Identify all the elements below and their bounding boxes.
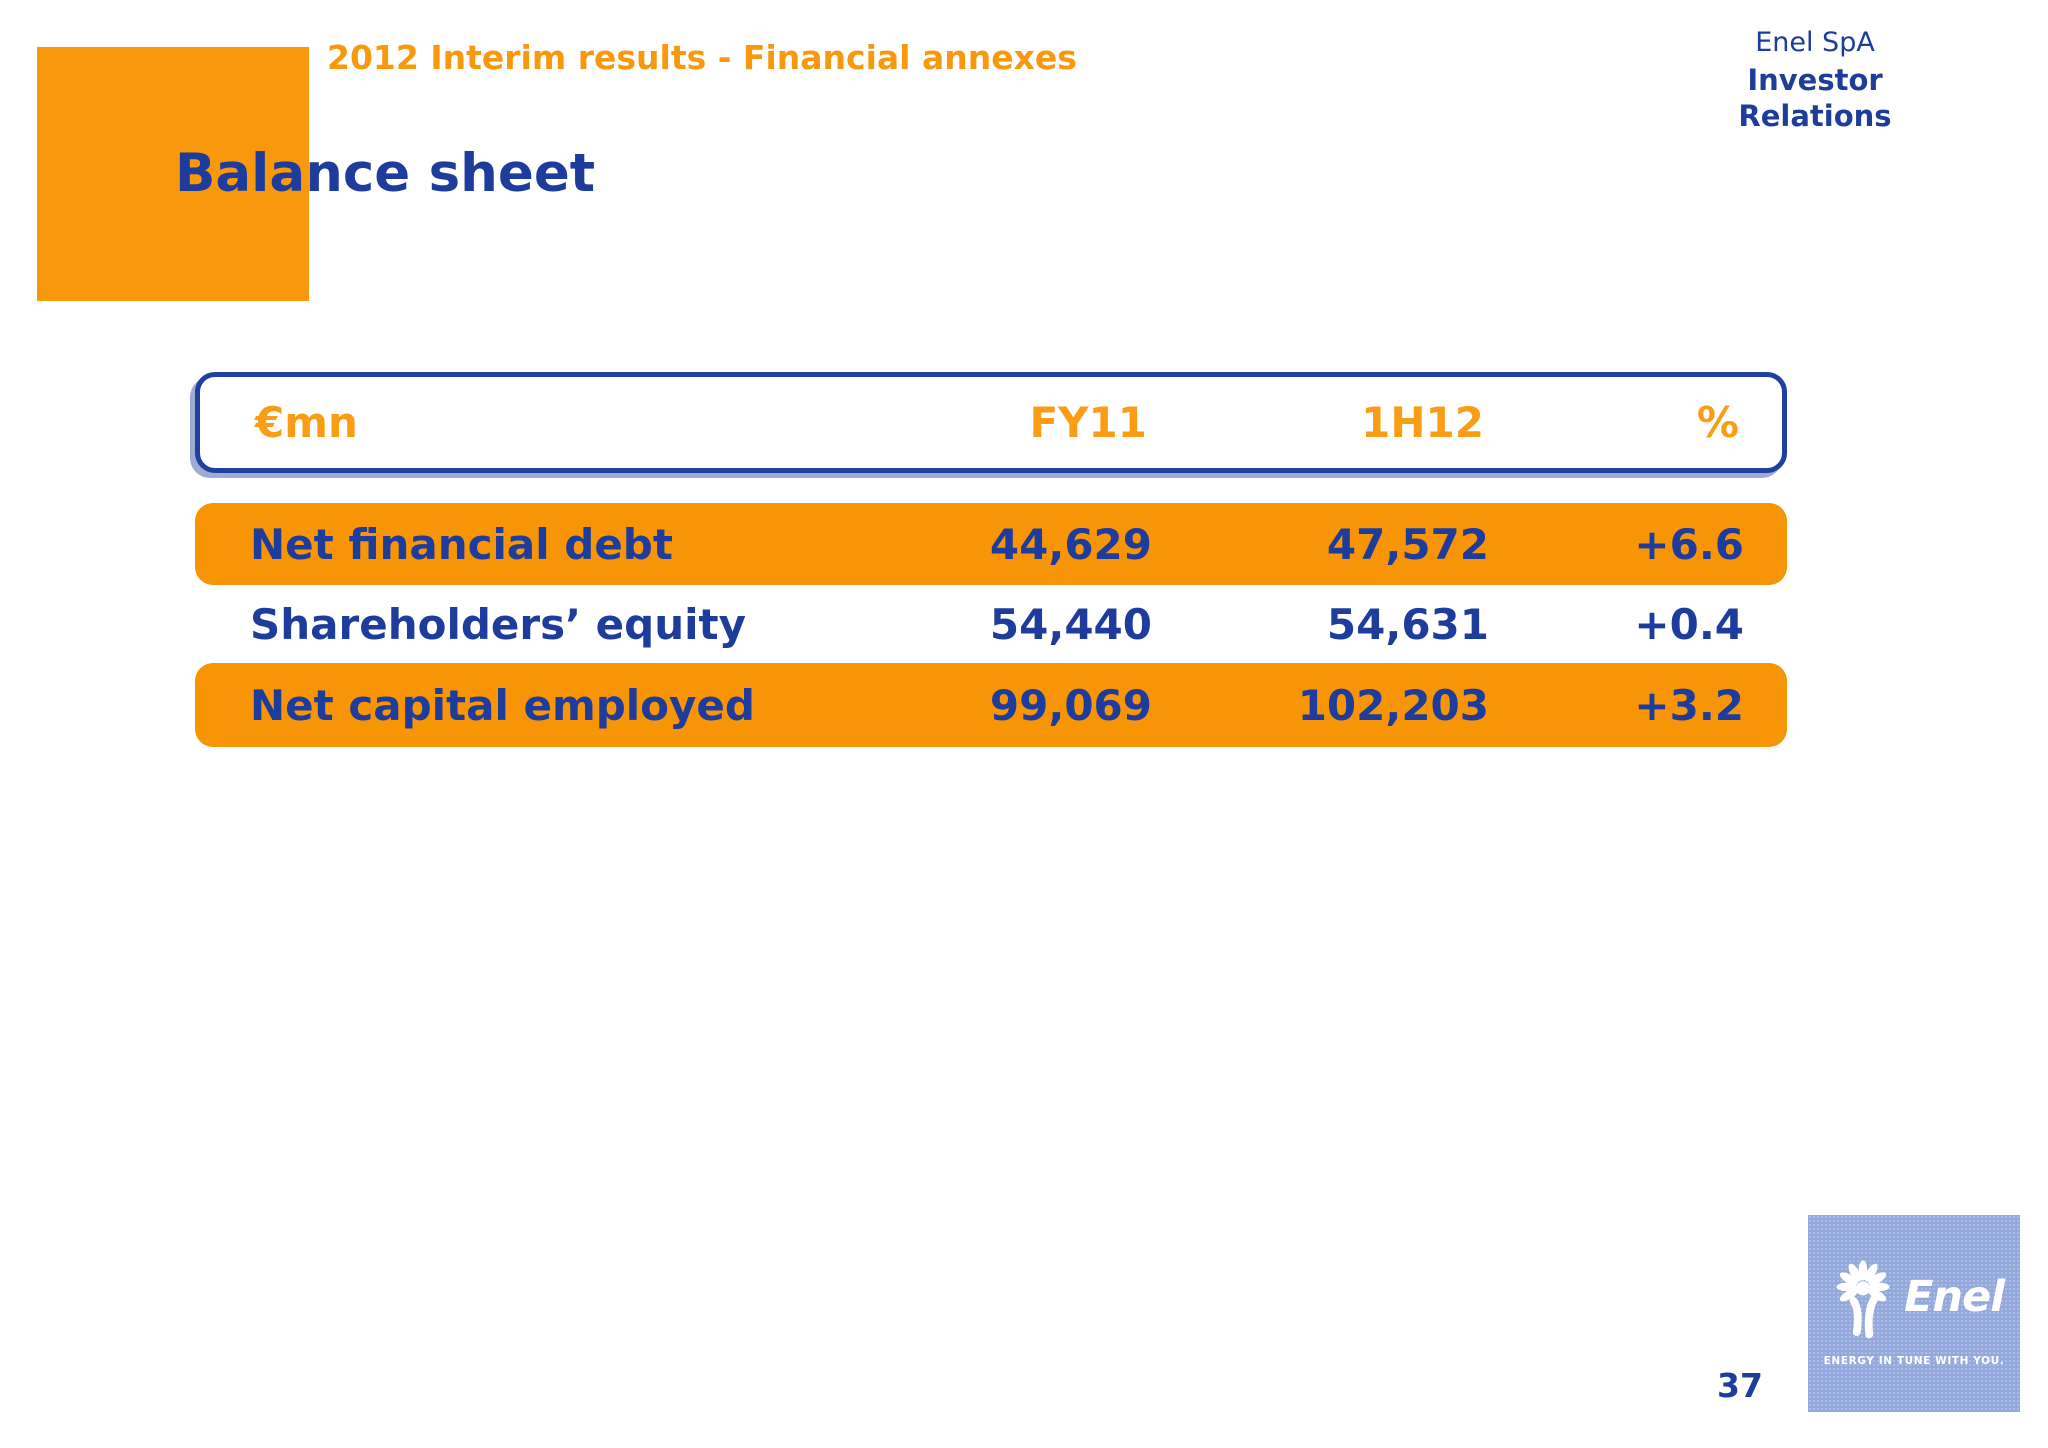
row-label: Net financial debt [250,519,673,569]
table-row: Net capital employed 99,069 102,203 +3.2 [195,663,1787,747]
row-label: Shareholders’ equity [250,599,746,649]
row-value-1h12: 102,203 [1297,680,1489,730]
row-value-1h12: 54,631 [1326,599,1489,649]
company-name: Enel SpA [1755,27,1875,58]
corner-block: Enel SpA Investor Relations [1675,26,1955,134]
column-header-1h12: 1H12 [1361,398,1484,447]
table-row: Shareholders’ equity 54,440 54,631 +0.4 [195,585,1787,663]
row-value-fy11: 54,440 [989,599,1152,649]
column-header-unit: €mn [255,398,358,447]
brand-square [37,47,309,301]
enel-tagline: ENERGY IN TUNE WITH YOU. [1823,1355,2005,1367]
row-value-pct: +3.2 [1634,680,1744,730]
department-name: Investor Relations [1738,63,1892,133]
table-header: €mn FY11 1H12 % [195,372,1787,473]
row-value-1h12: 47,572 [1326,519,1489,569]
enel-logo-top: Enel [1824,1251,2005,1343]
row-value-pct: +0.4 [1634,599,1744,649]
page-number: 37 [1717,1366,1763,1405]
enel-logo: Enel ENERGY IN TUNE WITH YOU. [1808,1215,2020,1412]
row-value-fy11: 99,069 [989,680,1152,730]
row-value-fy11: 44,629 [989,519,1152,569]
deck-title: 2012 Interim results - Financial annexes [327,38,1077,77]
enel-tree-icon [1836,1260,1890,1339]
row-label: Net capital employed [250,680,755,730]
table-row: Net financial debt 44,629 47,572 +6.6 [195,503,1787,585]
enel-wordmark: Enel [1904,1272,2005,1322]
row-value-pct: +6.6 [1634,519,1744,569]
column-header-pct: % [1696,398,1739,447]
page-title: Balance sheet [175,143,596,204]
column-header-fy11: FY11 [1029,398,1147,447]
